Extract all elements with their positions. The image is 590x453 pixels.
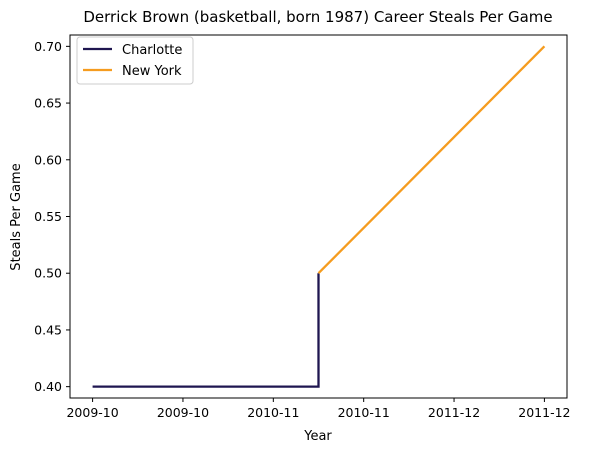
legend-label-charlotte: Charlotte (122, 43, 182, 58)
y-tick-label: 0.70 (34, 39, 62, 54)
y-axis-label: Steals Per Game (9, 163, 24, 270)
x-axis-label: Year (303, 429, 332, 444)
series-layer (92, 45, 546, 388)
x-tick-label: 2009-10 (66, 405, 118, 420)
y-axis: 0.40 0.45 0.50 0.55 0.60 0.65 0.70 (34, 39, 70, 394)
legend-label-new-york: New York (122, 64, 182, 79)
chart-title: Derrick Brown (basketball, born 1987) Ca… (83, 8, 552, 26)
y-tick-label: 0.65 (34, 96, 62, 111)
x-tick-label: 2011-12 (428, 405, 480, 420)
x-tick-label: 2011-12 (518, 405, 570, 420)
y-tick-label: 0.40 (34, 379, 62, 394)
y-tick-label: 0.45 (34, 322, 62, 337)
series-line-charlotte (92, 273, 320, 388)
legend: Charlotte New York (76, 36, 194, 85)
y-tick-label: 0.60 (34, 152, 62, 167)
x-tick-label: 2010-11 (338, 405, 390, 420)
series-line-new-york (317, 45, 546, 275)
y-tick-label: 0.55 (34, 209, 62, 224)
y-tick-label: 0.50 (34, 266, 62, 281)
x-axis: 2009-10 2009-10 2010-11 2010-11 2011-12 2011-… (66, 398, 571, 420)
plot-area: 2009-10 2009-10 2010-11 2010-11 2011-12 2011-… (34, 34, 571, 420)
x-tick-label: 2009-10 (157, 405, 209, 420)
x-tick-label: 2010-11 (247, 405, 299, 420)
